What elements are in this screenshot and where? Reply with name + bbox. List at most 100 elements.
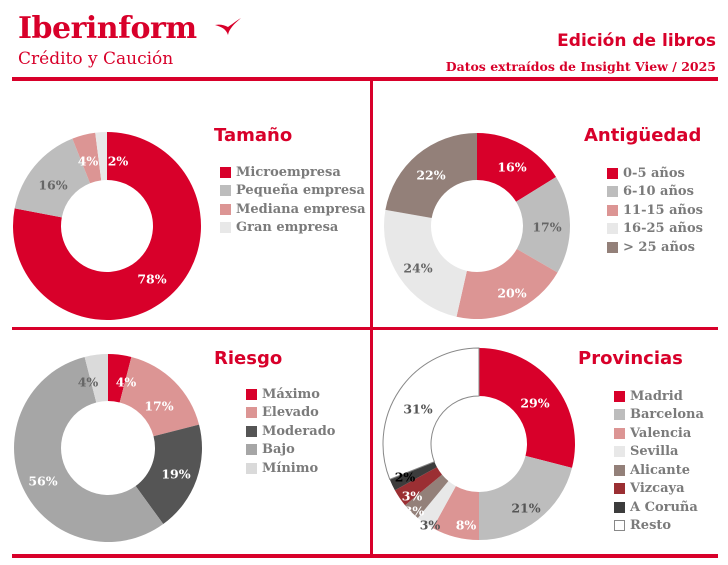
slice-tamano-pequena-empresa [14,138,91,218]
legend-swatch-a-coruna [614,501,625,513]
horizontal-divider [12,327,718,330]
footer-rule [12,554,718,558]
slice-riesgo-moderado [135,424,202,525]
report-subtitle: Datos extraídos de Insight View / 2025 [445,59,716,74]
report-title: Edición de libros [557,31,716,51]
brand-logo: Iberinform Crédito y Caución [18,11,241,70]
legend-label-11-15-anos: 11-15 años [623,202,703,218]
legend-label-maximo: Máximo [262,386,320,402]
slice-antiguedad-6-10-anos [516,176,570,273]
legend-swatch-pequena-empresa [220,185,231,197]
legend-item-maximo: Máximo [246,385,335,404]
legend-item-alicante: Alicante [614,461,704,480]
legend-swatch-vizcaya [614,483,625,495]
slice-provincias-alicante [405,474,449,518]
legend-label-alicante: Alicante [630,462,691,478]
legend-swatch-11-15-anos [607,204,618,216]
legend-item-11-15-anos: 11-15 años [607,201,703,220]
slice-provincias-resto [382,347,480,480]
legend-label-16-25-anos: 16-25 años [623,221,703,237]
data-label-antiguedad-16-25-anos: 24% [403,261,432,276]
slice-provincias-madrid [479,348,575,468]
slice-riesgo-elevado [119,356,200,437]
data-label-riesgo-moderado: 19% [161,467,190,482]
plane-swoosh-icon [215,18,241,35]
legend-riesgo: Máximo Elevado Moderado Bajo Mínimo [246,385,335,478]
slice-provincias-vizcaya [394,467,443,506]
slice-antiguedad-25-anos [385,133,477,219]
legend-label-sevilla: Sevilla [630,444,679,460]
vertical-divider [370,79,373,555]
legend-swatch-bajo [246,444,257,456]
legend-label-25-anos: > 25 años [623,239,695,255]
slice-riesgo-maximo [108,354,132,403]
data-label-tamano-microempresa: 78% [137,272,166,287]
chart-title-riesgo: Riesgo [214,348,283,369]
data-label-tamano-gran-empresa: 2% [108,154,129,169]
legend-label-bajo: Bajo [262,442,295,458]
header-rule [12,77,718,81]
slice-tamano-microempresa [12,132,201,320]
legend-label-madrid: Madrid [630,388,683,404]
legend-label-a-coruna: A Coruña [630,499,698,515]
legend-item-microempresa: Microempresa [220,163,366,182]
legend-swatch-gran-empresa [220,222,231,234]
legend-label-mediana-empresa: Mediana empresa [236,201,366,217]
legend-item-moderado: Moderado [246,422,335,441]
legend-item-0-5-anos: 0-5 años [607,164,703,183]
legend-label-barcelona: Barcelona [630,407,704,423]
slice-antiguedad-11-15-anos [456,249,558,319]
legend-item-gran-empresa: Gran empresa [220,219,366,238]
slice-antiguedad-16-25-anos [383,209,467,317]
legend-swatch-valencia [614,427,625,439]
data-label-antiguedad-6-10-anos: 17% [532,220,561,235]
legend-swatch-resto [614,520,625,532]
slice-provincias-barcelona [479,455,572,540]
data-label-tamano-pequena-empresa: 16% [38,178,67,193]
legend-tamano: Microempresa Pequeña empresa Mediana empre… [220,163,366,237]
chart-title-tamano: Tamaño [214,125,293,146]
legend-item-bajo: Bajo [246,441,335,460]
legend-label-microempresa: Microempresa [236,164,341,180]
slice-provincias-sevilla [417,480,456,529]
data-label-riesgo-maximo: 4% [116,375,137,390]
legend-label-valencia: Valencia [630,425,692,441]
data-label-antiguedad-25-anos: 22% [416,168,445,183]
legend-provincias: Madrid Barcelona Valencia Sevilla Alicante Vi… [614,387,704,535]
legend-swatch-madrid [614,390,625,402]
slice-tamano-mediana-empresa [72,132,102,184]
brand-subtitle: Crédito y Caución [18,49,174,69]
report-title-block: Edición de libros Datos extraídos de Ins… [446,30,716,76]
legend-label-0-5-anos: 0-5 años [623,165,685,181]
legend-swatch-barcelona [614,409,625,421]
legend-swatch-25-anos [607,241,618,253]
legend-label-vizcaya: Vizcaya [630,481,685,497]
slice-antiguedad-0-5-anos [477,133,557,202]
legend-label-pequena-empresa: Pequeña empresa [236,183,365,199]
legend-swatch-microempresa [220,166,231,178]
brand-name: Iberinform [18,11,197,46]
legend-label-gran-empresa: Gran empresa [236,220,339,236]
legend-item-madrid: Madrid [614,387,704,406]
data-label-provincias-a-coruna: 2% [395,470,416,485]
legend-swatch-16-25-anos [607,223,618,235]
legend-swatch-minimo [246,462,257,474]
legend-item-sevilla: Sevilla [614,443,704,462]
data-label-tamano-mediana-empresa: 4% [78,154,99,169]
legend-swatch-6-10-anos [607,186,618,198]
data-label-provincias-resto: 31% [403,402,432,417]
legend-item-minimo: Mínimo [246,459,335,478]
data-label-provincias-sevilla: 3% [420,518,441,533]
legend-label-elevado: Elevado [262,405,319,421]
legend-item-mediana-empresa: Mediana empresa [220,200,366,219]
data-label-antiguedad-0-5-anos: 16% [497,160,526,175]
legend-item-25-anos: > 25 años [607,238,703,257]
legend-label-resto: Resto [630,518,672,534]
legend-swatch-sevilla [614,446,625,458]
legend-item-16-25-anos: 16-25 años [607,220,703,239]
legend-swatch-mediana-empresa [220,203,231,215]
